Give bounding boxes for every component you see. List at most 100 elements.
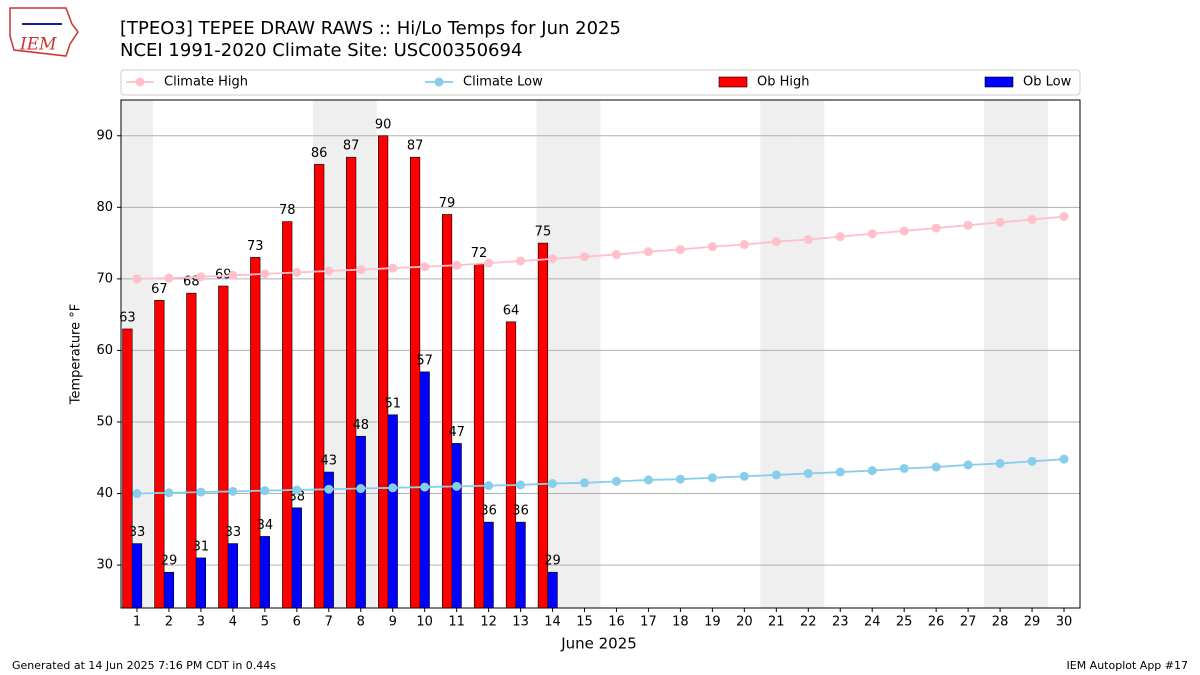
bar [451, 443, 462, 609]
bar [473, 264, 485, 609]
point [963, 460, 973, 470]
bar [218, 285, 229, 609]
data-label: 87 [343, 139, 360, 154]
x-axis-label: June 2025 [560, 635, 637, 653]
point [835, 232, 845, 242]
legend-swatch [984, 76, 1014, 88]
x-tick-label: 15 [576, 615, 593, 630]
y-tick-label: 70 [96, 271, 113, 286]
data-label: 68 [183, 275, 200, 290]
legend-swatch [718, 76, 748, 88]
line [136, 215, 1065, 280]
legend-label: Ob High [757, 75, 810, 90]
point [420, 482, 430, 492]
weekend-shade [984, 100, 1017, 608]
data-label: 86 [311, 146, 328, 161]
x-tick-label: 18 [672, 615, 689, 630]
data-label: 33 [129, 525, 146, 540]
bar [259, 536, 270, 609]
data-label: 72 [471, 246, 488, 261]
bar [515, 521, 526, 609]
point [484, 481, 494, 491]
legend-box [120, 69, 1081, 96]
x-tick-label: 1 [133, 615, 141, 630]
data-label: 51 [384, 396, 401, 411]
point [228, 486, 238, 496]
legend-marker [434, 77, 444, 87]
x-tick-label: 23 [832, 615, 849, 630]
logo-text: IEM [19, 35, 57, 55]
y-tick-label: 90 [96, 128, 113, 143]
bar [355, 435, 366, 609]
bar [547, 571, 558, 609]
bar [314, 164, 325, 609]
data-label: 67 [151, 282, 168, 297]
bar [441, 214, 453, 609]
data-label: 36 [480, 504, 497, 519]
point [452, 481, 462, 491]
point [228, 270, 238, 280]
data-label: 64 [503, 303, 520, 318]
point [1059, 454, 1069, 464]
point [420, 262, 430, 272]
point [516, 256, 526, 266]
weekend-shade [568, 100, 601, 608]
data-label: 43 [321, 454, 338, 469]
x-tick-label: 9 [389, 615, 397, 630]
bar [409, 156, 421, 609]
data-label: 63 [119, 310, 136, 325]
x-tick-label: 5 [261, 615, 269, 630]
point [260, 486, 270, 496]
weekend-shade [760, 100, 793, 608]
weekend-shade [792, 100, 825, 608]
y-tick-label: 40 [96, 486, 113, 501]
point [707, 473, 717, 483]
bar [378, 135, 389, 609]
data-label: 38 [289, 489, 306, 504]
data-label: 31 [193, 539, 210, 554]
point [963, 220, 973, 230]
x-tick-label: 6 [293, 615, 301, 630]
logo: IEM [9, 7, 79, 57]
point [484, 258, 494, 268]
x-tick-label: 25 [896, 615, 913, 630]
data-label: 47 [448, 425, 465, 440]
point [388, 263, 398, 273]
point [771, 237, 781, 247]
x-tick-label: 21 [768, 615, 785, 630]
point [548, 479, 558, 489]
y-tick-label: 80 [96, 200, 113, 215]
point [867, 466, 877, 476]
bar [291, 507, 302, 609]
chart-title: [TPEO3] TEPEE DRAW RAWS :: Hi/Lo Temps f… [120, 18, 621, 39]
point [931, 462, 941, 472]
data-label: 34 [257, 518, 274, 533]
point [611, 476, 621, 486]
point [132, 489, 142, 499]
point [452, 260, 462, 270]
data-label: 48 [352, 418, 369, 433]
data-label: 29 [161, 554, 178, 569]
x-tick-label: 11 [448, 615, 465, 630]
bar [505, 321, 517, 609]
bar [186, 292, 197, 609]
line [136, 458, 1065, 495]
point [580, 478, 590, 488]
bar [163, 571, 175, 609]
point [675, 245, 685, 255]
weekend-shade [1016, 100, 1049, 608]
x-tick-label: 22 [800, 615, 817, 630]
point [1027, 214, 1037, 224]
point [899, 463, 909, 473]
x-tick-label: 10 [416, 615, 433, 630]
x-tick-label: 2 [165, 615, 173, 630]
x-tick-label: 27 [960, 615, 977, 630]
point [292, 485, 302, 495]
x-tick-label: 12 [480, 615, 497, 630]
bar [483, 521, 494, 609]
x-tick-label: 29 [1024, 615, 1041, 630]
bar [122, 328, 133, 609]
y-axis-label: Temperature °F [69, 304, 84, 405]
point [356, 265, 366, 275]
